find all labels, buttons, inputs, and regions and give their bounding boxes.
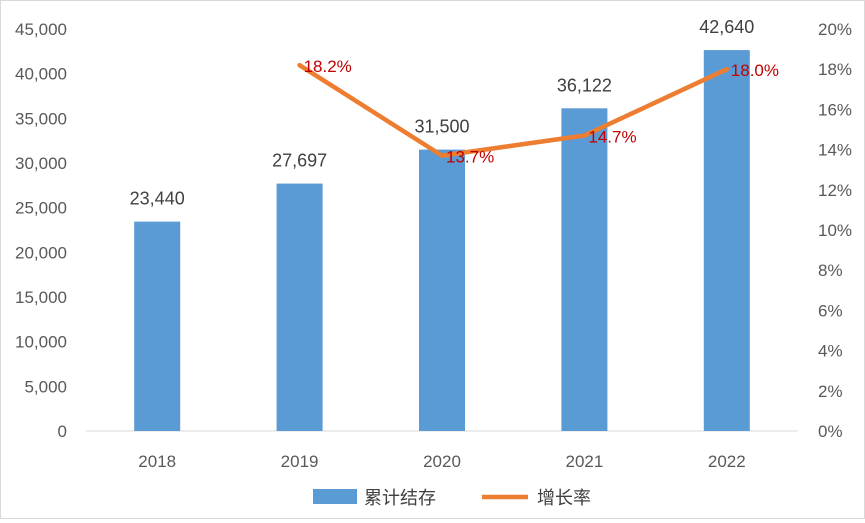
y-left-tick-label: 30,000 (15, 154, 67, 173)
bar-value-label: 31,500 (414, 117, 469, 137)
y-left-tick-label: 20,000 (15, 243, 67, 262)
y-left-tick-label: 15,000 (15, 288, 67, 307)
y-right-tick-label: 10% (818, 221, 852, 240)
y-right-tick-label: 8% (818, 261, 843, 280)
line-series (297, 62, 730, 158)
y-right-tick-label: 12% (818, 181, 852, 200)
y-right-tick-label: 4% (818, 342, 843, 361)
bar-value-label: 42,640 (699, 17, 754, 37)
y-left-tick-label: 10,000 (15, 333, 67, 352)
x-tick-label: 2021 (565, 452, 603, 471)
x-tick-label: 2018 (138, 452, 176, 471)
y-right-tick-label: 20% (818, 20, 852, 39)
line-value-label: 18.2% (304, 57, 352, 76)
y-left-tick-label: 40,000 (15, 65, 67, 84)
line-value-label: 18.0% (731, 61, 779, 80)
bar (703, 50, 750, 431)
bar (276, 183, 323, 431)
bar-value-label: 27,697 (272, 151, 327, 171)
bar (561, 108, 608, 432)
y-right-tick-label: 18% (818, 60, 852, 79)
legend-label-line: 增长率 (537, 488, 591, 508)
y-right-tick-label: 0% (818, 422, 843, 441)
y-left-tick-label: 25,000 (15, 199, 67, 218)
bar-value-label: 23,440 (130, 189, 185, 209)
legend: 累计结存 增长率 (313, 488, 591, 508)
y-left-tick-label: 5,000 (24, 377, 67, 396)
axes: 0 5,000 10,000 15,000 20,000 25,000 30,000 35,0… (15, 20, 852, 471)
bar (419, 149, 465, 431)
bar-series (134, 50, 750, 432)
y-left-tick-label: 35,000 (15, 109, 67, 128)
y-right-tick-label: 6% (818, 301, 843, 320)
line-point (439, 153, 445, 158)
x-tick-label: 2019 (281, 452, 319, 471)
line-point (297, 62, 302, 68)
line-point (724, 67, 729, 72)
x-tick-label: 2022 (708, 452, 746, 471)
line-point (582, 133, 587, 138)
y-right-tick-label: 14% (818, 141, 852, 160)
line-value-label: 14.7% (588, 128, 636, 147)
bar-value-label: 36,122 (557, 75, 612, 95)
y-left-tick-label: 45,000 (15, 20, 67, 39)
y-right-tick-label: 2% (818, 382, 843, 401)
data-labels: 23,440 27,697 31,500 36,122 42,640 18.2% 13.7%… (130, 17, 779, 209)
legend-swatch-bar (313, 489, 357, 504)
bar (134, 221, 181, 431)
line-value-label: 13.7% (446, 148, 494, 167)
y-left-tick-label: 0 (58, 422, 67, 441)
line-path (297, 62, 730, 158)
y-right-tick-label: 16% (818, 100, 852, 119)
x-tick-label: 2020 (423, 452, 461, 471)
legend-label-bar: 累计结存 (364, 488, 436, 508)
